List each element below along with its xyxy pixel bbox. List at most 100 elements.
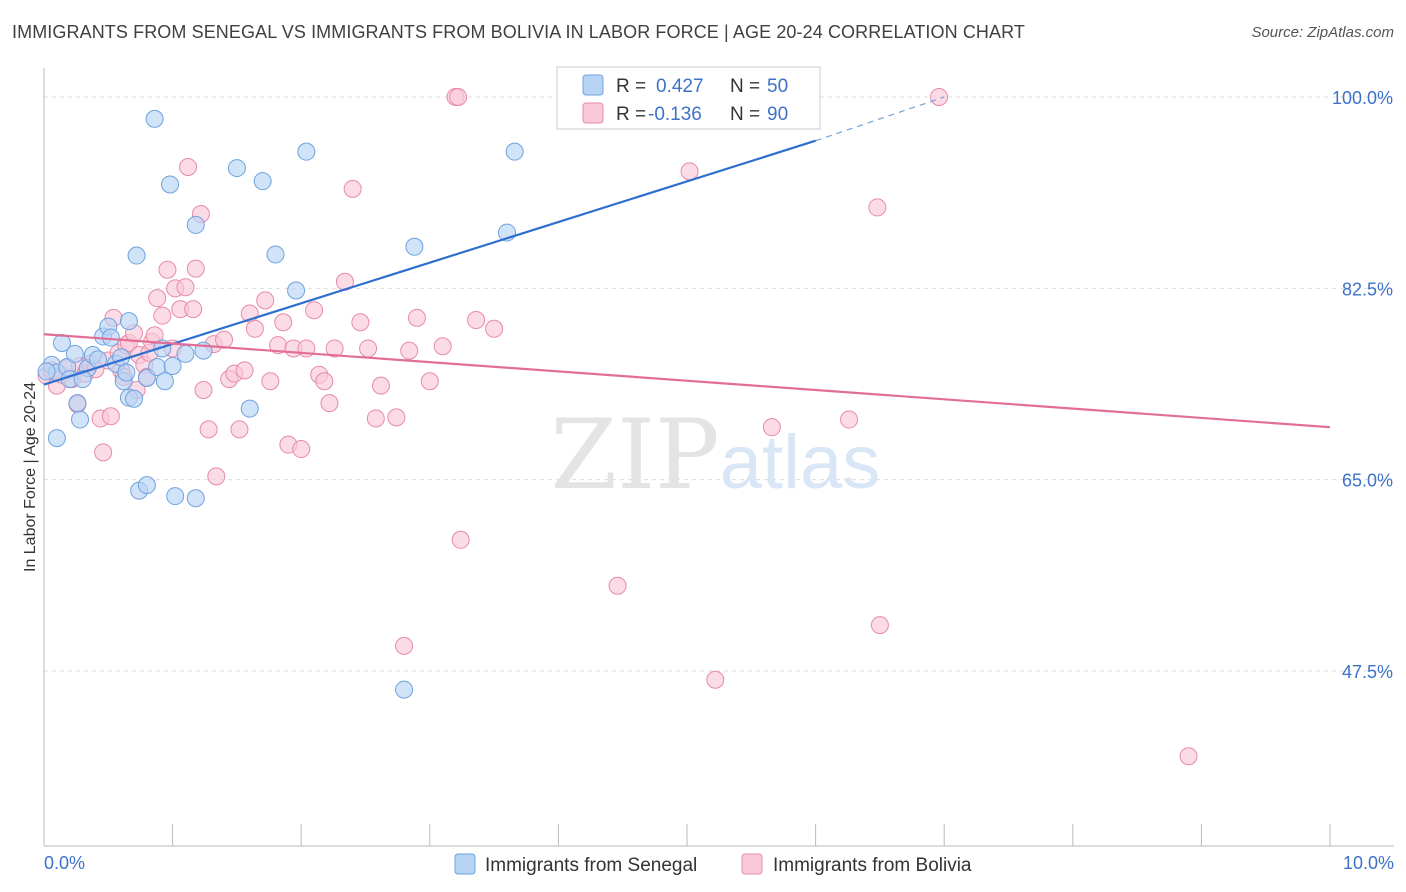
senegal-point — [117, 363, 136, 382]
bolivia-point — [215, 330, 234, 349]
bolivia-point — [608, 576, 627, 595]
bolivia-point — [366, 409, 385, 428]
bolivia-point — [179, 157, 198, 176]
bolivia-n-label: N = — [730, 104, 760, 125]
axes — [43, 68, 1394, 847]
senegal-point — [186, 215, 205, 234]
bolivia-point — [158, 260, 177, 279]
y-tick-label: 65.0% — [1342, 471, 1393, 491]
bolivia-point — [315, 372, 334, 391]
watermark-zip: ZIP — [550, 399, 719, 511]
bolivia-point — [207, 467, 226, 486]
senegal-point — [505, 142, 524, 161]
bolivia-point — [274, 313, 293, 332]
senegal-n-value: 50 — [767, 76, 788, 97]
y-tick-label: 47.5% — [1342, 662, 1393, 682]
chart-title: IMMIGRANTS FROM SENEGAL VS IMMIGRANTS FR… — [12, 22, 1026, 42]
bolivia-bottom-swatch — [741, 853, 763, 875]
bolivia-point — [706, 670, 725, 689]
senegal-r-value: 0.427 — [656, 76, 704, 97]
senegal-point — [145, 109, 164, 128]
senegal-point — [395, 680, 414, 699]
senegal-point — [37, 362, 56, 381]
source-label: Source: ZipAtlas.com — [1251, 24, 1394, 41]
senegal-point — [266, 245, 285, 264]
senegal-point — [137, 476, 156, 495]
senegal-point — [153, 339, 172, 358]
senegal-legend-label: Immigrants from Senegal — [485, 855, 697, 876]
bolivia-point — [186, 259, 205, 278]
bolivia-point — [325, 339, 344, 358]
bolivia-point — [148, 289, 167, 308]
bolivia-point — [320, 394, 339, 413]
y-tick-labels: 47.5% 65.0% 82.5% 100.0% — [1332, 88, 1393, 682]
bolivia-point — [351, 313, 370, 332]
senegal-point — [137, 368, 156, 387]
bolivia-point — [261, 372, 280, 391]
bolivia-point — [94, 443, 113, 462]
bolivia-point — [256, 291, 275, 310]
senegal-point — [287, 281, 306, 300]
bolivia-point — [762, 418, 781, 437]
x-ticks — [43, 824, 1331, 846]
bolivia-point — [485, 319, 504, 338]
senegal-n-label: N = — [730, 76, 760, 97]
bolivia-point — [184, 300, 203, 319]
bolivia-point — [870, 616, 889, 635]
bolivia-r-label: R = — [616, 104, 646, 125]
bolivia-point — [868, 198, 887, 217]
bolivia-point — [1179, 747, 1198, 766]
senegal-bottom-swatch — [454, 853, 476, 875]
bolivia-point — [101, 407, 120, 426]
y-tick-label: 82.5% — [1342, 279, 1393, 299]
bolivia-n-value: 90 — [767, 104, 788, 125]
y-axis-title: In Labor Force | Age 20-24 — [22, 381, 39, 572]
bolivia-point — [235, 361, 254, 380]
bolivia-point — [930, 88, 949, 106]
watermark-atlas: atlas — [720, 420, 881, 505]
senegal-point — [176, 344, 195, 363]
senegal-point — [125, 389, 144, 408]
senegal-point — [253, 172, 272, 191]
senegal-legend-swatch — [582, 74, 604, 96]
trend-lines — [43, 96, 1331, 429]
senegal-point — [68, 394, 87, 413]
bolivia-point — [292, 440, 311, 459]
senegal-point — [166, 487, 185, 506]
bolivia-legend-label: Immigrants from Bolivia — [773, 855, 972, 876]
bolivia-point — [371, 376, 390, 395]
bolivia-point — [420, 372, 439, 391]
senegal-point — [155, 372, 174, 391]
bolivia-point — [199, 420, 218, 439]
senegal-point — [47, 429, 66, 448]
senegal-point — [186, 489, 205, 508]
senegal-r-label: R = — [616, 76, 646, 97]
bolivia-point — [840, 410, 859, 429]
bolivia-trend-line — [43, 333, 1331, 429]
x-tick-label-left: 0.0% — [44, 853, 85, 873]
senegal-point — [65, 344, 84, 363]
bolivia-point — [387, 408, 406, 427]
senegal-trend-line — [43, 139, 816, 386]
senegal-point — [297, 142, 316, 161]
series-legend: Immigrants from Senegal Immigrants from … — [454, 853, 972, 876]
bolivia-point — [176, 278, 195, 297]
watermark: ZIP atlas — [550, 399, 880, 511]
senegal-point — [163, 356, 182, 375]
senegal-point — [71, 410, 90, 429]
senegal-point — [240, 399, 259, 418]
x-tick-label-right: 10.0% — [1343, 853, 1394, 873]
bolivia-point — [467, 311, 486, 330]
bolivia-point — [395, 636, 414, 655]
bolivia-point — [194, 381, 213, 400]
senegal-point — [161, 175, 180, 194]
bolivia-point — [245, 319, 264, 338]
bolivia-point — [449, 88, 468, 106]
bolivia-r-value: -0.136 — [648, 104, 702, 125]
bolivia-point — [153, 306, 172, 325]
bolivia-point — [433, 337, 452, 356]
senegal-point — [101, 328, 120, 347]
bolivia-point — [407, 308, 426, 327]
bolivia-legend-swatch — [582, 102, 604, 124]
